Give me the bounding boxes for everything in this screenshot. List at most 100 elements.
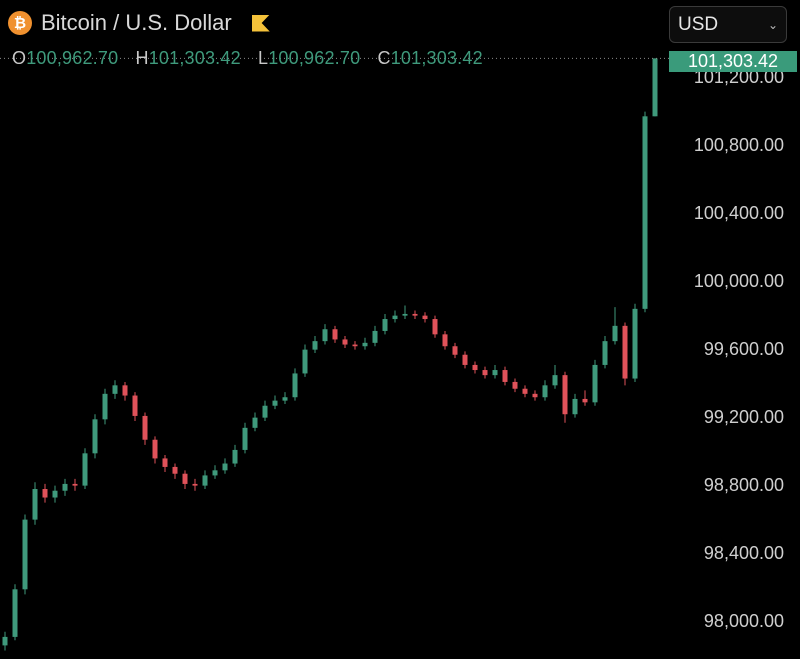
candle [482, 366, 488, 379]
candle-body [122, 385, 128, 396]
candle-body [62, 483, 68, 491]
candle-body [22, 519, 28, 590]
candle [542, 380, 548, 401]
candle [132, 392, 138, 422]
candle-body [242, 427, 248, 450]
high-label: H [135, 48, 149, 68]
candle [652, 58, 658, 117]
candle-body [52, 490, 58, 498]
candle [512, 378, 518, 393]
low-value: 100,962.70 [268, 48, 361, 68]
candle [402, 305, 408, 320]
candle [172, 463, 178, 479]
candle [212, 465, 218, 479]
candle [632, 303, 638, 382]
candle-body [142, 415, 148, 440]
candle [552, 364, 558, 389]
candle-body [312, 341, 318, 350]
candle-body [472, 364, 478, 371]
candle [642, 111, 648, 313]
y-tick-label: 100,800.00 [694, 135, 784, 155]
candle [62, 478, 68, 496]
candle [292, 368, 298, 401]
candles [2, 58, 658, 651]
candle [432, 315, 438, 338]
candle [122, 381, 128, 401]
candle [502, 366, 508, 386]
candle [152, 436, 158, 464]
candle-body [652, 58, 658, 117]
candle-body [172, 466, 178, 474]
close-value: 101,303.42 [390, 48, 483, 68]
candle-body [42, 489, 48, 498]
candle-body [372, 330, 378, 343]
candle-body [392, 315, 398, 320]
candle [312, 336, 318, 354]
candle-body [272, 400, 278, 406]
candle-body [462, 354, 468, 365]
candle-body [642, 116, 648, 309]
candle-body [422, 315, 428, 320]
candle [232, 444, 238, 467]
candle [22, 514, 28, 595]
low-label: L [258, 48, 269, 68]
candle [582, 390, 588, 406]
candle [522, 385, 528, 398]
candle-body [532, 393, 538, 398]
candle-body [482, 370, 488, 376]
candle [92, 414, 98, 459]
last-price-badge: 101,303.42 [669, 51, 797, 72]
y-tick-label: 100,400.00 [694, 203, 784, 223]
chevron-down-icon: ⌄ [767, 17, 778, 32]
candle-body [592, 364, 598, 403]
currency-select[interactable]: USD ⌄ [669, 6, 787, 43]
flag-icon[interactable] [251, 14, 270, 32]
candle-body [192, 483, 198, 486]
candle-body [582, 398, 588, 403]
candle [12, 584, 18, 641]
candle-body [92, 419, 98, 454]
candle-body [562, 375, 568, 415]
candle [82, 448, 88, 490]
candle [102, 388, 108, 425]
candle-body [632, 308, 638, 379]
bitcoin-icon: ₿ [8, 11, 32, 35]
candle-body [302, 349, 308, 374]
candle-body [162, 458, 168, 467]
candle [302, 344, 308, 377]
candle [392, 310, 398, 323]
open-value: 100,962.70 [26, 48, 119, 68]
price-axis[interactable]: 98,000.00 98,400.00 98,800.00 99,200.00 99,6… [694, 67, 784, 631]
candle-body [72, 483, 78, 486]
candle [332, 325, 338, 343]
candle-body [12, 589, 18, 637]
candle-body [32, 489, 38, 520]
candle [592, 359, 598, 406]
open-label: O [12, 48, 27, 68]
candle [192, 478, 198, 491]
y-tick-label: 98,000.00 [704, 611, 784, 631]
candle-body [322, 329, 328, 342]
candle-body [622, 325, 628, 379]
candle-body [352, 344, 358, 347]
candle-body [82, 453, 88, 486]
y-tick-label: 98,400.00 [704, 543, 784, 563]
candle [472, 361, 478, 374]
candle-body [332, 329, 338, 340]
candle-body [212, 470, 218, 476]
candle [532, 390, 538, 401]
candle [52, 485, 58, 503]
candle-body [202, 475, 208, 486]
candle-body [412, 313, 418, 316]
candle [352, 341, 358, 350]
candle-body [222, 463, 228, 471]
close-label: C [377, 48, 391, 68]
candle [242, 422, 248, 454]
candle [362, 337, 368, 350]
candle [572, 393, 578, 418]
candle-body [252, 417, 258, 428]
candle [182, 470, 188, 490]
candle [422, 312, 428, 323]
candle-body [112, 385, 118, 394]
